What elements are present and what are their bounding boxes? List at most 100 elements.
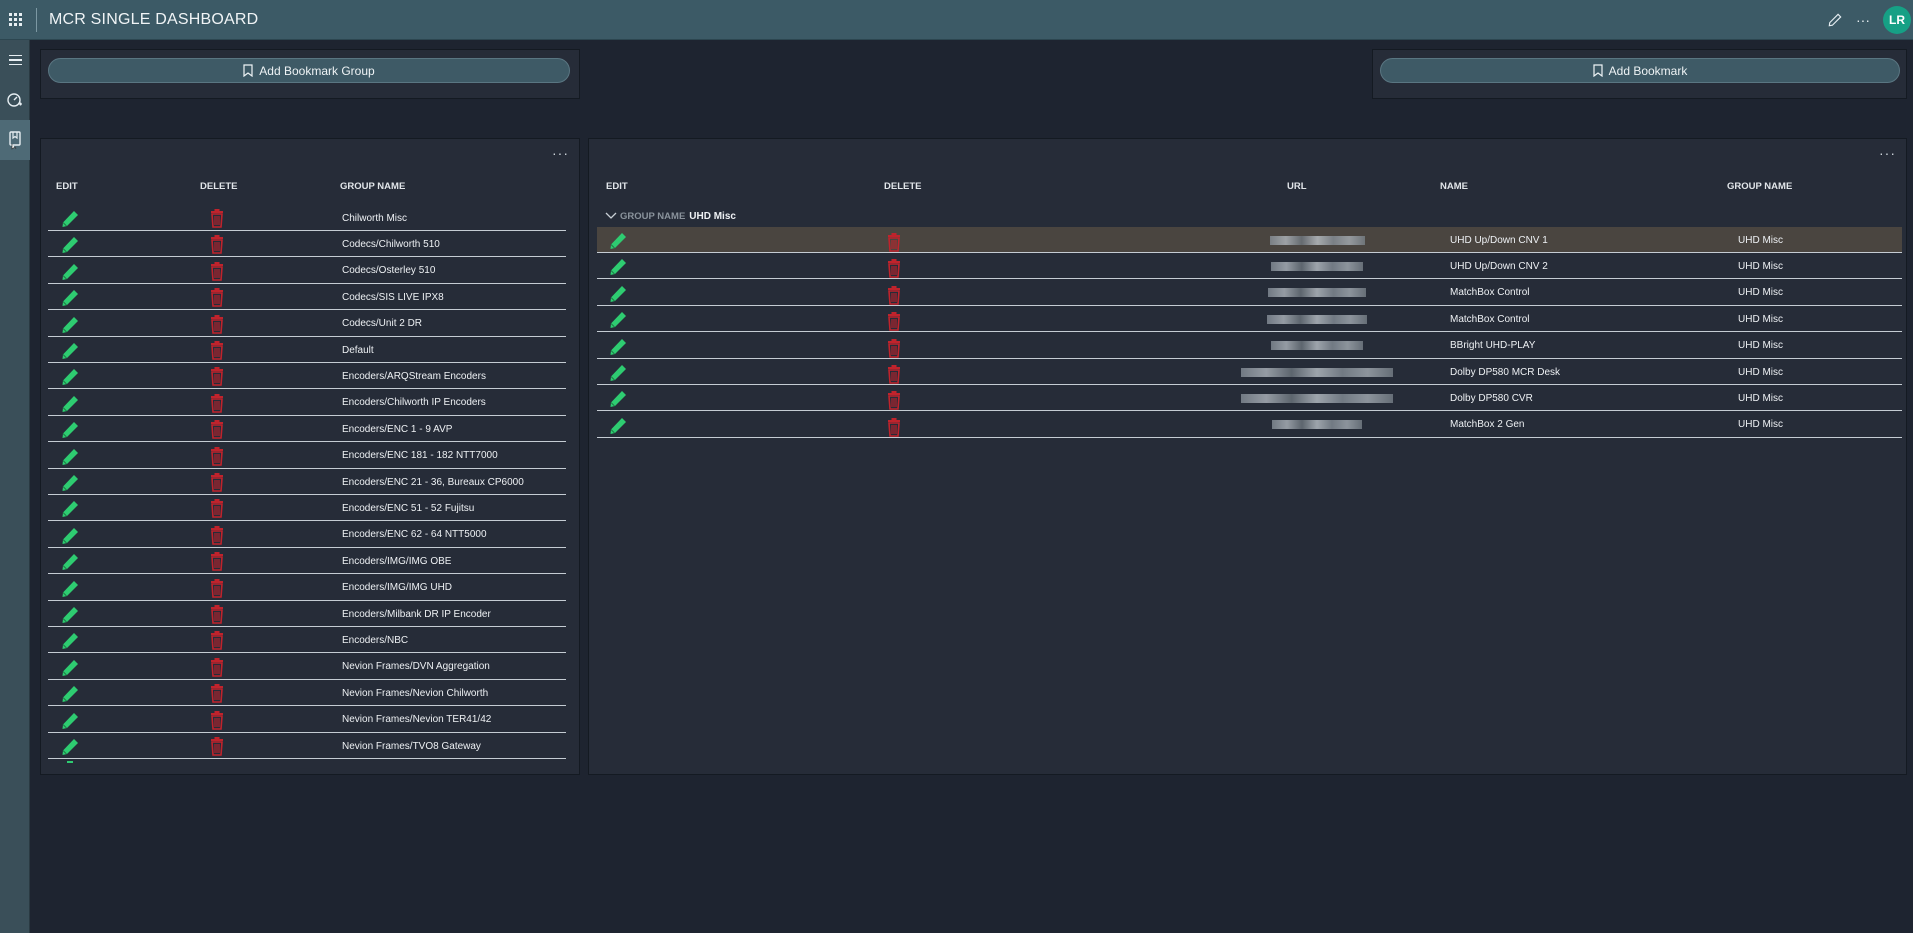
table-row[interactable]: Codecs/Osterley 510	[48, 258, 566, 284]
delete-button[interactable]	[887, 232, 901, 255]
edit-button[interactable]	[60, 315, 80, 338]
table-row[interactable]: BBright UHD-PLAY UHD Misc	[597, 333, 1902, 359]
edit-button[interactable]	[608, 363, 628, 386]
delete-button[interactable]	[210, 657, 224, 680]
delete-button[interactable]	[887, 390, 901, 413]
group-header-row[interactable]: GROUP NAME UHD Misc	[605, 205, 736, 227]
avatar[interactable]: LR	[1883, 6, 1911, 34]
edit-button[interactable]	[60, 631, 80, 654]
table-row[interactable]: Codecs/Unit 2 DR	[48, 311, 566, 337]
edit-button[interactable]	[60, 684, 80, 707]
edit-button[interactable]	[60, 737, 80, 760]
table-row[interactable]: Default	[48, 337, 566, 363]
table-row[interactable]: Nevion Frames/DVN Aggregation	[48, 654, 566, 680]
table-row[interactable]: Encoders/ENC 1 - 9 AVP	[48, 416, 566, 443]
column-header-url[interactable]: URL	[1287, 181, 1307, 192]
url-cell-redacted[interactable]	[1271, 333, 1363, 359]
table-row[interactable]: Encoders/ENC 62 - 64 NTT5000	[48, 522, 566, 548]
delete-button[interactable]	[210, 314, 224, 337]
more-icon[interactable]: ···	[1879, 145, 1896, 161]
edit-button[interactable]	[60, 552, 80, 575]
url-cell-redacted[interactable]	[1268, 280, 1366, 306]
table-row[interactable]: Encoders/Milbank DR IP Encoder	[48, 601, 566, 627]
edit-button[interactable]	[608, 257, 628, 280]
edit-button[interactable]	[60, 235, 80, 258]
table-row[interactable]: MatchBox Control UHD Misc	[597, 306, 1902, 334]
delete-button[interactable]	[887, 258, 901, 281]
edit-button[interactable]	[60, 394, 80, 417]
edit-button[interactable]	[608, 231, 628, 254]
table-row[interactable]: Dolby DP580 MCR Desk UHD Misc	[597, 359, 1902, 385]
delete-button[interactable]	[210, 551, 224, 574]
table-row[interactable]: Codecs/Chilworth 510	[48, 231, 566, 258]
table-row[interactable]: UHD Up/Down CNV 2 UHD Misc	[597, 253, 1902, 281]
delete-button[interactable]	[210, 419, 224, 442]
table-row[interactable]: Encoders/IMG/IMG UHD	[48, 575, 566, 601]
edit-button[interactable]	[60, 367, 80, 390]
table-row[interactable]: Encoders/ENC 51 - 52 Fujitsu	[48, 495, 566, 522]
app-launcher-button[interactable]	[0, 0, 30, 40]
table-row[interactable]: Dolby DP580 CVR UHD Misc	[597, 385, 1902, 413]
delete-button[interactable]	[887, 417, 901, 440]
edit-button[interactable]	[608, 284, 628, 307]
edit-button[interactable]	[60, 579, 80, 602]
url-cell-redacted[interactable]	[1271, 253, 1363, 279]
edit-button[interactable]	[60, 605, 80, 628]
table-row[interactable]: Nevion Frames/Nevion TER41/42	[48, 707, 566, 733]
column-header-name[interactable]: NAME	[1440, 181, 1468, 192]
delete-button[interactable]	[210, 446, 224, 469]
url-cell-redacted[interactable]	[1241, 385, 1393, 411]
table-row[interactable]: UHD Up/Down CNV 1 UHD Misc	[597, 227, 1902, 253]
edit-button[interactable]	[608, 337, 628, 360]
delete-button[interactable]	[210, 366, 224, 389]
url-cell-redacted[interactable]	[1241, 359, 1393, 385]
delete-button[interactable]	[210, 472, 224, 495]
delete-button[interactable]	[887, 338, 901, 361]
delete-button[interactable]	[210, 261, 224, 284]
delete-button[interactable]	[210, 578, 224, 601]
delete-button[interactable]	[210, 683, 224, 706]
edit-button[interactable]	[60, 711, 80, 734]
edit-button[interactable]	[60, 420, 80, 443]
delete-button[interactable]	[210, 710, 224, 733]
table-row[interactable]: Encoders/IMG/IMG OBE	[48, 548, 566, 575]
delete-button[interactable]	[887, 311, 901, 334]
table-row[interactable]: Chilworth Misc	[48, 205, 566, 231]
table-row[interactable]: Encoders/ARQStream Encoders	[48, 363, 566, 390]
edit-dashboard-button[interactable]	[1821, 0, 1849, 40]
more-options-button[interactable]: ···	[1849, 0, 1877, 40]
delete-button[interactable]	[210, 498, 224, 521]
edit-button[interactable]	[60, 658, 80, 681]
url-cell-redacted[interactable]	[1272, 412, 1362, 438]
add-bookmark-button[interactable]: Add Bookmark	[1380, 58, 1900, 83]
column-header-edit[interactable]: EDIT	[606, 181, 628, 192]
delete-button[interactable]	[887, 364, 901, 387]
table-row[interactable]: Nevion Frames/Nevion Chilworth	[48, 680, 566, 707]
edit-button[interactable]	[60, 209, 80, 232]
delete-button[interactable]	[210, 604, 224, 627]
edit-button[interactable]	[60, 288, 80, 311]
delete-button[interactable]	[210, 234, 224, 257]
delete-button[interactable]	[210, 736, 224, 759]
edit-button[interactable]	[608, 416, 628, 439]
delete-button[interactable]	[210, 525, 224, 548]
more-icon[interactable]: ···	[552, 145, 569, 161]
column-header-group-name[interactable]: GROUP NAME	[340, 181, 406, 192]
add-bookmark-group-button[interactable]: Add Bookmark Group	[48, 58, 570, 83]
bookmarks-nav-button[interactable]	[0, 120, 30, 160]
edit-button[interactable]	[60, 262, 80, 285]
column-header-group-name[interactable]: GROUP NAME	[1727, 181, 1793, 192]
column-header-edit[interactable]: EDIT	[56, 181, 78, 192]
edit-button[interactable]	[60, 499, 80, 522]
edit-button[interactable]	[60, 341, 80, 364]
table-row[interactable]: Nevion Frames/TVO8 Gateway	[48, 733, 566, 759]
delete-button[interactable]	[210, 287, 224, 310]
table-row[interactable]: Encoders/ENC 21 - 36, Bureaux CP6000	[48, 469, 566, 495]
delete-button[interactable]	[210, 208, 224, 231]
edit-button[interactable]	[608, 389, 628, 412]
edit-button[interactable]	[60, 473, 80, 496]
url-cell-redacted[interactable]	[1269, 227, 1365, 253]
table-row[interactable]: Encoders/ENC 181 - 182 NTT7000	[48, 443, 566, 469]
table-row[interactable]: Encoders/NBC	[48, 627, 566, 654]
delete-button[interactable]	[210, 630, 224, 653]
